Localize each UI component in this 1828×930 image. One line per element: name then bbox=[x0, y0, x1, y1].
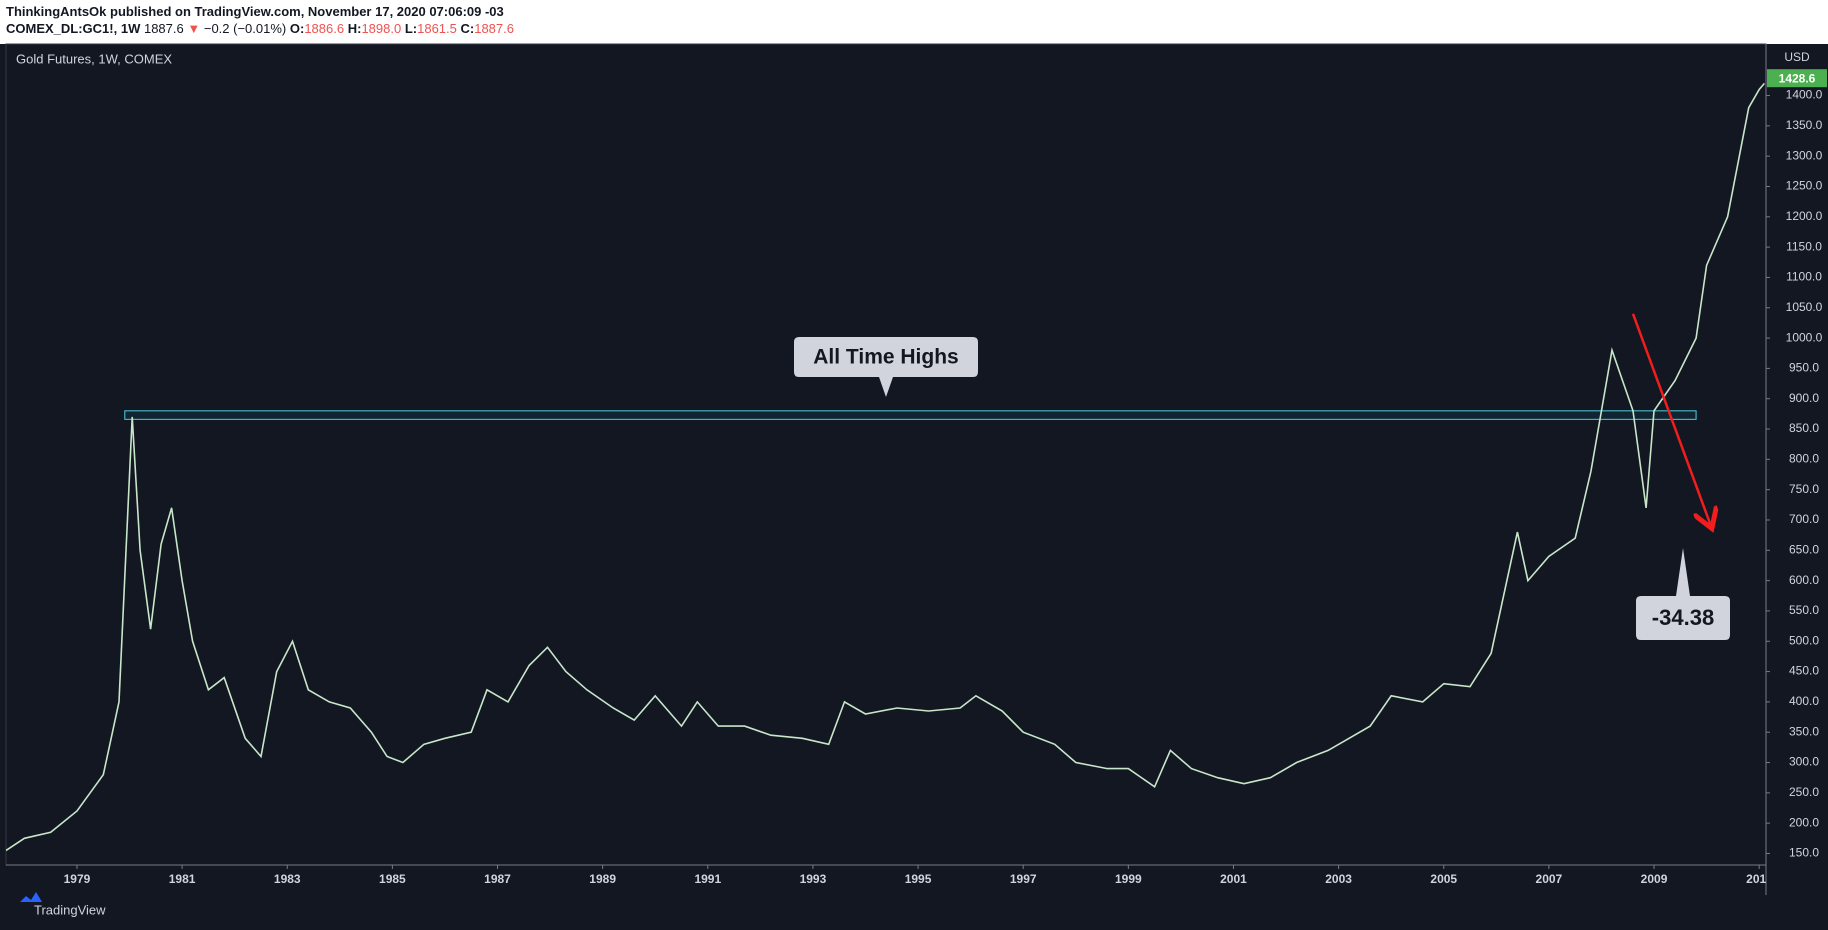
y-tick-label: 1150.0 bbox=[1786, 239, 1822, 253]
header-line: ThinkingAntsOk published on TradingView.… bbox=[6, 4, 504, 19]
y-tick-label: 300.0 bbox=[1789, 755, 1819, 769]
trend-arrow bbox=[1631, 313, 1712, 529]
x-tick-label: 1987 bbox=[484, 872, 511, 886]
y-tick-label: 1400.0 bbox=[1786, 88, 1823, 102]
x-tick-label: 2003 bbox=[1325, 872, 1352, 886]
x-tick-label: 1989 bbox=[589, 872, 616, 886]
y-tick-label: 450.0 bbox=[1789, 664, 1819, 678]
x-tick-label: 2005 bbox=[1430, 872, 1457, 886]
y-tick-label: 150.0 bbox=[1789, 846, 1819, 860]
callout-label: All Time Highs bbox=[813, 346, 958, 369]
ath-zone bbox=[124, 410, 1697, 420]
x-tick-label: 1985 bbox=[379, 872, 406, 886]
y-tick-label: 850.0 bbox=[1789, 421, 1819, 435]
y-tick-label: 800.0 bbox=[1789, 452, 1819, 466]
y-tick-label: 700.0 bbox=[1789, 512, 1819, 526]
logo bbox=[20, 892, 42, 902]
y-tick-label: 350.0 bbox=[1789, 724, 1819, 738]
brand: TradingView bbox=[34, 902, 106, 917]
price-line bbox=[6, 82, 1766, 852]
y-tick-label: 650.0 bbox=[1789, 542, 1819, 556]
x-tick-label: 1997 bbox=[1010, 872, 1037, 886]
y-tick-label: 250.0 bbox=[1789, 785, 1819, 799]
x-tick-label: 1995 bbox=[905, 872, 932, 886]
y-tick-label: 500.0 bbox=[1789, 633, 1819, 647]
y-tick-label: 1000.0 bbox=[1786, 330, 1823, 344]
y-tick-label: 600.0 bbox=[1789, 573, 1819, 587]
y-tick-label: 950.0 bbox=[1789, 361, 1819, 375]
y-tick-label: 400.0 bbox=[1789, 694, 1819, 708]
callout-box bbox=[794, 337, 978, 397]
y-tick-label: 550.0 bbox=[1789, 603, 1819, 617]
y-tick-label: 200.0 bbox=[1789, 815, 1819, 829]
callout-box bbox=[1636, 548, 1730, 640]
y-tick-label: 1350.0 bbox=[1786, 118, 1823, 132]
x-tick-label: 1983 bbox=[274, 872, 301, 886]
last-price-box bbox=[1767, 69, 1827, 88]
y-tick-label: 1050.0 bbox=[1786, 300, 1823, 314]
plot-frame bbox=[5, 43, 1767, 866]
y-tick-label: 750.0 bbox=[1789, 482, 1819, 496]
x-tick-label: 2009 bbox=[1641, 872, 1668, 886]
x-tick-label: 1981 bbox=[169, 872, 196, 886]
y-tick-label: 1200.0 bbox=[1786, 209, 1823, 223]
callout-label: -34.38 bbox=[1652, 605, 1714, 630]
y-tick-label: 1300.0 bbox=[1786, 148, 1823, 162]
ohlc: COMEX_DL:GC1!, 1W 1887.6 ▼ −0.2 (−0.01%)… bbox=[6, 21, 514, 36]
last-price-label: 1428.6 bbox=[1779, 71, 1816, 85]
chart-title: Gold Futures, 1W, COMEX bbox=[16, 51, 172, 66]
y-tick-label: 1250.0 bbox=[1786, 179, 1823, 193]
x-tick-label: 2011 bbox=[1746, 872, 1772, 886]
y-tick-label: 1100.0 bbox=[1786, 270, 1822, 284]
y-tick-label: 900.0 bbox=[1789, 391, 1819, 405]
x-tick-label: 1991 bbox=[694, 872, 721, 886]
x-tick-label: 1999 bbox=[1115, 872, 1142, 886]
x-tick-label: 2001 bbox=[1220, 872, 1247, 886]
currency: USD bbox=[1784, 50, 1810, 64]
x-tick-label: 1979 bbox=[64, 872, 91, 886]
header-bg bbox=[0, 0, 1828, 44]
x-tick-label: 1993 bbox=[800, 872, 827, 886]
x-tick-label: 2007 bbox=[1536, 872, 1563, 886]
